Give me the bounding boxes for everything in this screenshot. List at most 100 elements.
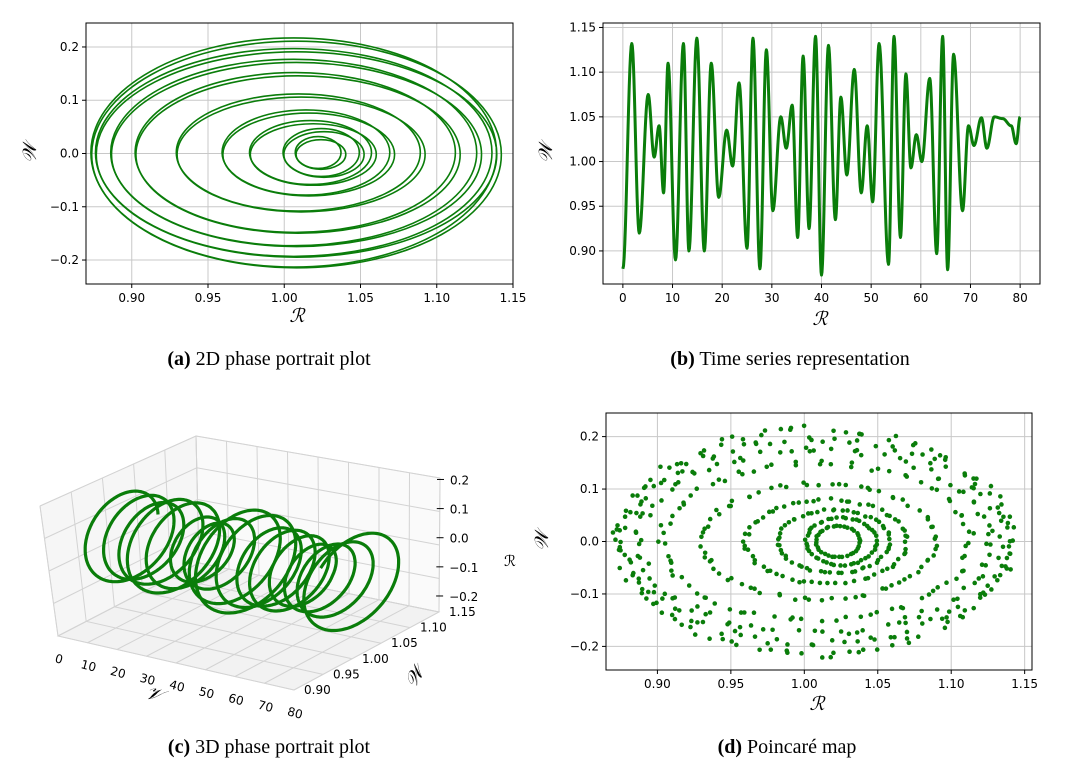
panel-d-point xyxy=(782,522,788,528)
panel-d-point xyxy=(702,555,708,560)
panel-d-point xyxy=(817,461,823,467)
panel-d-point xyxy=(777,531,783,536)
panel-d-point xyxy=(748,623,754,628)
panel-d-point xyxy=(828,461,834,467)
panel-d-point xyxy=(636,576,642,581)
panel-d-point xyxy=(896,519,901,524)
panel-d-point xyxy=(729,434,735,439)
panel-d-point xyxy=(874,538,880,544)
panel-d-point xyxy=(783,484,789,490)
panel-c-ytick-label: 1.15 xyxy=(449,605,476,619)
panel-d-point xyxy=(838,563,843,568)
panel-d-point xyxy=(726,503,732,509)
panel-d-point xyxy=(778,526,784,531)
panel-d-point xyxy=(801,423,807,429)
panel-d-point xyxy=(890,444,895,449)
panel-d-point xyxy=(695,620,700,625)
d-xtick-label: 1.15 xyxy=(1011,677,1038,691)
panel-d-point xyxy=(829,595,835,601)
panel-d-point xyxy=(859,484,864,489)
panel-d-point xyxy=(729,498,735,504)
panel-a-orbit-loop xyxy=(295,138,347,171)
panel-d-point xyxy=(740,471,745,477)
panel-b-curve xyxy=(621,34,1022,277)
panel-d-point xyxy=(737,455,743,461)
panel-d-point xyxy=(990,528,995,534)
panel-d-point xyxy=(701,448,707,453)
panel-d-point xyxy=(807,568,813,573)
panel-d-point xyxy=(748,585,754,591)
panel-a-caption: (a) 2D phase portrait plot xyxy=(167,348,371,370)
panel-a-orbit-loop xyxy=(110,61,483,248)
panel-d-point xyxy=(883,586,889,591)
panel-d-point xyxy=(904,636,910,641)
panel-d-point xyxy=(902,577,907,582)
panel-d-point xyxy=(801,579,807,584)
panel-d-point xyxy=(648,513,653,518)
panel-d-point xyxy=(945,619,950,625)
panel-d-point xyxy=(960,521,966,527)
panel-d-point xyxy=(818,549,824,555)
panel-c-caption: (c) 3D phase portrait plot xyxy=(168,736,371,758)
panel-d-point xyxy=(677,505,682,511)
panel-d-point xyxy=(884,512,890,518)
panel-d-point xyxy=(866,502,871,507)
panel-d-point xyxy=(732,459,737,465)
panel-d-ylabel: 𝒲 xyxy=(531,527,553,551)
panel-d-point xyxy=(610,530,616,535)
panel-d-point xyxy=(750,553,756,559)
panel-d-point xyxy=(846,631,852,637)
panel-d-point xyxy=(680,469,685,474)
panel-d-point xyxy=(999,563,1005,569)
panel-d-point xyxy=(772,614,777,619)
panel-d-point xyxy=(934,487,940,493)
panel-d-point xyxy=(681,502,687,507)
panel-d-point xyxy=(929,447,934,452)
panel-d-point xyxy=(756,490,761,495)
b-xtick-label: 80 xyxy=(1012,291,1027,305)
panel-d-point xyxy=(926,592,932,597)
panel-d-point xyxy=(775,536,781,542)
panel-d-point xyxy=(920,452,925,457)
panel-d-point xyxy=(847,649,852,655)
panel-d-point xyxy=(919,564,924,570)
panel-d-point xyxy=(948,482,953,488)
panel-d-point xyxy=(865,575,871,581)
panel-d-point xyxy=(812,523,817,528)
panel-d-point xyxy=(830,482,835,487)
d-xtick-label: 1.05 xyxy=(864,677,891,691)
panel-d-point xyxy=(972,580,977,586)
panel-d-point xyxy=(737,624,743,630)
panel-c-ytick-label: 0.95 xyxy=(333,667,360,681)
panel-d-point xyxy=(963,543,968,549)
panel-d-point xyxy=(889,642,895,648)
panel-d-point xyxy=(832,436,837,442)
b-xtick-label: 40 xyxy=(814,291,829,305)
panel-d-point xyxy=(957,613,963,619)
panel-d-point xyxy=(959,513,964,518)
panel-d-point xyxy=(752,560,757,566)
panel-d-caption-tag: (d) xyxy=(718,736,742,758)
panel-c-zlabel: ℛ xyxy=(504,552,516,570)
panel-d-point xyxy=(887,536,892,542)
panel-b-caption-tag: (b) xyxy=(670,348,694,370)
panel-a-orbit-loop xyxy=(135,75,461,234)
panel-d-point xyxy=(793,462,799,468)
panel-d-point xyxy=(635,553,641,559)
b-xtick-label: 10 xyxy=(665,291,680,305)
panel-d-point xyxy=(738,610,744,615)
panel-d-caption-text: Poincaré map xyxy=(742,736,856,758)
panel-d-point xyxy=(762,428,768,433)
panel-d-point xyxy=(937,453,943,458)
panel-d-point xyxy=(790,615,795,620)
panel-d-point xyxy=(878,554,884,560)
panel-d-point xyxy=(652,583,658,588)
panel-d-point xyxy=(694,591,700,596)
panel-d-point xyxy=(886,530,892,535)
d-xtick-label: 0.90 xyxy=(644,677,671,691)
panel-d-point xyxy=(825,580,830,586)
d-xtick-label: 0.95 xyxy=(718,677,745,691)
panel-d-point xyxy=(774,636,780,642)
panel-d-point xyxy=(861,565,866,570)
panel-d-point xyxy=(683,461,689,467)
